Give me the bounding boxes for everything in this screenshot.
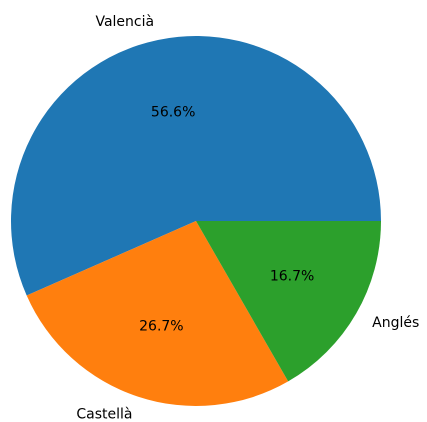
pie-slice: [10, 35, 382, 296]
slice-label: Anglés: [372, 315, 419, 331]
percent-label: 16.7%: [270, 269, 314, 285]
pie-slice: [196, 221, 381, 382]
pie-slice: [26, 221, 289, 406]
slice-label: Valencià: [95, 14, 154, 30]
slice-label: Castellà: [76, 406, 132, 422]
percent-label: 26.7%: [139, 318, 183, 334]
percent-label: 56.6%: [151, 104, 195, 120]
